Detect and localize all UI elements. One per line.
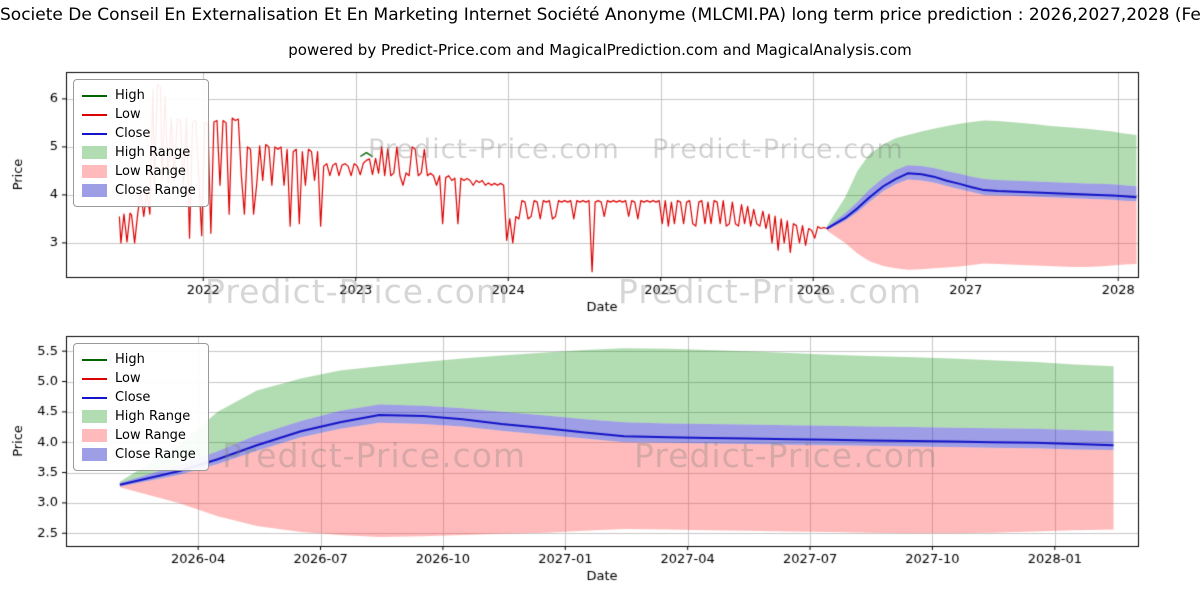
legend-swatch-line xyxy=(82,377,107,380)
legend-swatch-line xyxy=(82,113,107,116)
legend-swatch-patch xyxy=(82,448,107,461)
legend-swatch-patch xyxy=(82,429,107,442)
legend-item-close: Close xyxy=(82,388,196,407)
legend-label: Close xyxy=(115,390,151,405)
legend-swatch-line xyxy=(82,396,107,399)
legend-swatch-patch xyxy=(82,146,107,159)
legend-label: High Range xyxy=(115,145,191,160)
legend-swatch-line xyxy=(82,132,107,135)
legend-swatch-patch xyxy=(82,165,107,178)
legend-item-high-range: High Range xyxy=(82,143,196,162)
legend-swatch-line xyxy=(82,358,107,361)
legend-item-low: Low xyxy=(82,105,196,124)
legend-label: Close xyxy=(115,126,151,141)
legend-item-low-range: Low Range xyxy=(82,162,196,181)
legend-label: Low Range xyxy=(115,428,186,443)
legend-item-high: High xyxy=(82,86,196,105)
legend-label: Low xyxy=(115,371,141,386)
legend-item-close-range: Close Range xyxy=(82,445,196,464)
legend-label: Close Range xyxy=(115,447,196,462)
chart-title: Societe De Conseil En Externalisation Et… xyxy=(0,5,1200,25)
chart-subtitle: powered by Predict-Price.com and Magical… xyxy=(288,41,912,59)
legend-label: Close Range xyxy=(115,183,196,198)
legend-item-low: Low xyxy=(82,369,196,388)
legend-swatch-patch xyxy=(82,410,107,423)
legend-label: High Range xyxy=(115,409,191,424)
legend-label: High xyxy=(115,352,145,367)
legend-label: Low xyxy=(115,107,141,122)
legend-item-high: High xyxy=(82,350,196,369)
legend-item-low-range: Low Range xyxy=(82,426,196,445)
legend-bottom-chart: High Low Close High Range Low Range Close Ran… xyxy=(73,343,209,471)
legend-item-close: Close xyxy=(82,124,196,143)
legend-top-chart: High Low Close High Range Low Range Close Ran… xyxy=(73,79,209,207)
legend-label: High xyxy=(115,88,145,103)
legend-swatch-line xyxy=(82,94,107,97)
legend-item-high-range: High Range xyxy=(82,407,196,426)
legend-swatch-patch xyxy=(82,184,107,197)
legend-item-close-range: Close Range xyxy=(82,181,196,200)
legend-label: Low Range xyxy=(115,164,186,179)
